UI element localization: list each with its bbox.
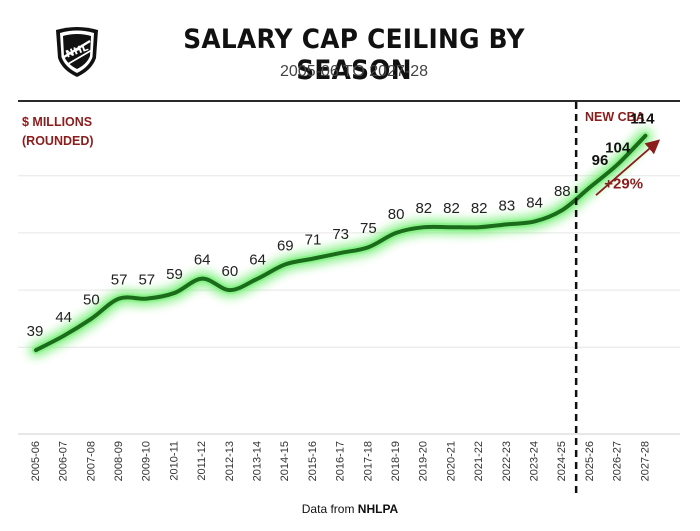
x-tick-label-2027-28: 2027-28 [639,441,651,481]
nhl-logo: NHL [56,27,98,77]
value-label-2010-11: 59 [166,266,183,283]
source-name: NHLPA [357,502,399,516]
value-label-2006-07: 44 [55,309,72,326]
x-tick-label-2020-21: 2020-21 [445,441,457,481]
value-label-2009-10: 57 [138,272,155,289]
x-tick-label-2023-24: 2023-24 [529,441,541,481]
value-label-2023-24: 84 [526,194,543,211]
value-label-2014-15: 69 [277,237,294,254]
source-note: Data from NHLPA [0,502,700,516]
x-tick-label-2009-10: 2009-10 [141,441,153,481]
x-tick-label-2010-11: 2010-11 [168,441,180,481]
y-axis-label-line1: $ MILLIONS [22,115,93,129]
value-label-2005-06: 39 [27,323,44,340]
salary-cap-line-chart: 39 44 50 57 57 59 64 60 64 69 71 73 75 80 82 82 82 83 84 88… [18,102,680,493]
value-label-2019-20: 82 [415,200,432,217]
header-divider [18,100,680,102]
x-tick-label-2025-26: 2025-26 [584,441,596,481]
x-tick-label-2011-12: 2011-12 [196,441,208,481]
x-tick-label-2017-18: 2017-18 [362,441,374,481]
series-line [34,133,648,353]
value-label-2008-09: 57 [111,272,128,289]
y-axis-label: $ MILLIONS (ROUNDED) [22,113,94,151]
x-tick-label-2018-19: 2018-19 [390,441,402,481]
value-label-2025-26: 96 [592,152,609,169]
value-label-2018-19: 80 [388,206,405,223]
value-label-2007-08: 50 [83,292,100,309]
x-tick-label-2008-09: 2008-09 [113,441,125,481]
value-label-2024-25: 88 [554,183,571,200]
chart-title: SALARY CAP CEILING BY SEASON [183,24,525,86]
x-tick-label-2005-06: 2005-06 [30,441,42,481]
value-label-2011-12: 64 [194,252,211,269]
value-label-2016-17: 73 [332,226,349,243]
new-cba-label: NEW CBA [585,110,645,124]
x-tick-label-2015-16: 2015-16 [307,441,319,481]
x-tick-label-2012-13: 2012-13 [224,441,236,481]
x-tick-label-2016-17: 2016-17 [335,441,347,481]
x-tick-label-2014-15: 2014-15 [279,441,291,481]
y-axis-label-line2: (ROUNDED) [22,134,94,148]
value-label-2015-16: 71 [305,232,322,249]
x-tick-label-2006-07: 2006-07 [58,441,70,481]
x-tick-label-2022-23: 2022-23 [501,441,513,481]
value-label-2017-18: 75 [360,220,377,237]
source-prefix: Data from [301,502,358,516]
x-tick-label-2019-20: 2019-20 [418,441,430,481]
x-tick-label-2021-22: 2021-22 [473,441,485,481]
chart-subtitle: 2005-06 TO 2027-28 [280,63,428,80]
value-label-2020-21: 82 [443,200,460,217]
growth-arrow [595,139,661,196]
value-label-2027-28: 114 [630,111,655,128]
growth-label: +29% [604,175,643,192]
value-label-2021-22: 82 [471,200,488,217]
value-label-2026-27: 104 [605,139,631,156]
value-label-2012-13: 60 [222,263,239,280]
value-label-2022-23: 83 [499,197,516,214]
x-tick-label-2013-14: 2013-14 [252,441,264,481]
x-tick-label-2024-25: 2024-25 [556,441,568,481]
x-tick-label-2026-27: 2026-27 [612,441,624,481]
x-tick-label-2007-08: 2007-08 [85,441,97,481]
value-label-2013-14: 64 [249,252,266,269]
